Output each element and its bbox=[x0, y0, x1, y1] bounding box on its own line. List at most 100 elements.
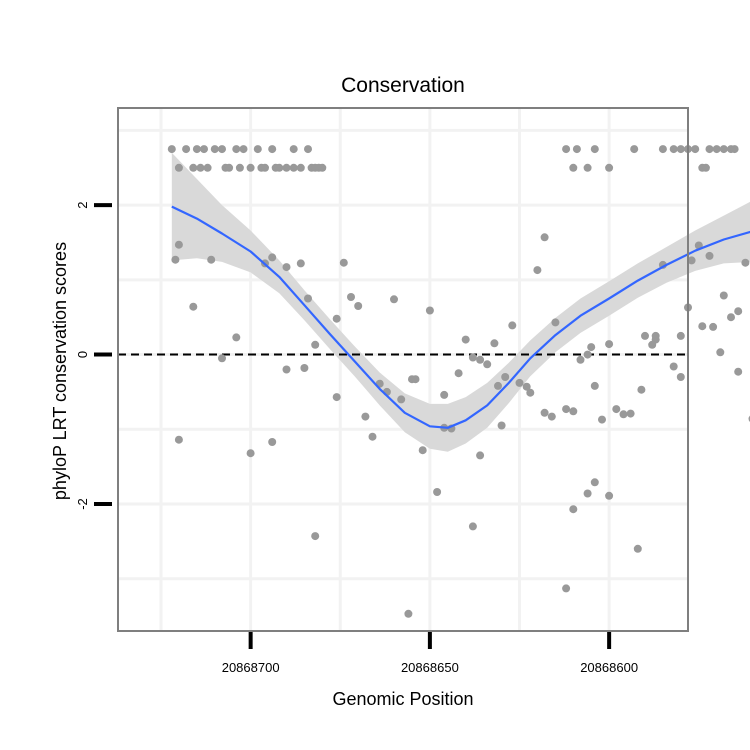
panel-border bbox=[117, 107, 689, 632]
data-point bbox=[361, 412, 370, 421]
data-point bbox=[300, 364, 309, 372]
data-point bbox=[268, 145, 277, 154]
data-point bbox=[605, 163, 614, 172]
data-point bbox=[515, 378, 524, 387]
data-point bbox=[296, 163, 305, 172]
data-point bbox=[232, 333, 241, 342]
data-point bbox=[501, 373, 510, 381]
data-point bbox=[583, 350, 592, 359]
data-point bbox=[526, 388, 535, 397]
data-point bbox=[612, 405, 621, 414]
data-point bbox=[562, 584, 571, 593]
y-axis: 2 0 -2 bbox=[75, 202, 112, 510]
data-point bbox=[390, 295, 398, 304]
data-point bbox=[192, 145, 201, 154]
smooth-fit-line bbox=[171, 205, 750, 429]
data-point bbox=[619, 410, 628, 419]
data-point bbox=[701, 163, 710, 172]
data-point bbox=[712, 145, 721, 154]
data-point bbox=[468, 353, 477, 362]
data-point bbox=[189, 163, 198, 172]
data-point bbox=[425, 306, 434, 315]
data-point bbox=[289, 145, 298, 154]
data-point bbox=[289, 163, 298, 172]
data-point bbox=[547, 412, 556, 421]
data-point bbox=[332, 314, 341, 323]
data-point bbox=[318, 163, 327, 172]
data-point bbox=[551, 318, 560, 327]
data-point bbox=[483, 360, 492, 369]
data-point bbox=[562, 145, 571, 154]
points-layer bbox=[167, 145, 750, 618]
data-point bbox=[282, 365, 291, 374]
data-point bbox=[734, 367, 743, 376]
smooth-layer bbox=[171, 205, 750, 429]
x-axis: 20868700208686502086860020868550 bbox=[222, 632, 638, 675]
data-point bbox=[719, 291, 728, 300]
data-point bbox=[569, 407, 578, 416]
data-point bbox=[282, 263, 291, 272]
data-point bbox=[590, 478, 599, 487]
data-point bbox=[698, 322, 707, 331]
data-point bbox=[275, 163, 284, 172]
data-point bbox=[461, 335, 470, 344]
x-tick-label: 20868600 bbox=[580, 660, 638, 675]
y-axis-title: phyloP LRT conservation scores bbox=[50, 242, 70, 500]
data-point bbox=[587, 343, 596, 352]
data-point bbox=[189, 302, 198, 311]
data-point bbox=[468, 522, 477, 531]
data-point bbox=[494, 381, 502, 390]
data-point bbox=[633, 544, 642, 553]
y-tick-label: 2 bbox=[75, 202, 90, 209]
data-point bbox=[648, 340, 657, 349]
data-point bbox=[691, 145, 700, 154]
data-point bbox=[676, 145, 685, 154]
data-point bbox=[716, 348, 725, 357]
data-point bbox=[569, 505, 578, 514]
data-point bbox=[709, 322, 718, 331]
data-point bbox=[490, 339, 499, 348]
data-point bbox=[562, 405, 571, 414]
data-point bbox=[741, 258, 750, 267]
data-point bbox=[174, 163, 183, 172]
y-tick-label: 0 bbox=[75, 351, 90, 358]
data-point bbox=[218, 145, 226, 154]
data-point bbox=[676, 331, 685, 340]
data-point bbox=[626, 409, 635, 418]
data-point bbox=[171, 255, 180, 264]
data-point bbox=[246, 163, 255, 172]
data-point bbox=[630, 145, 639, 154]
data-point bbox=[669, 145, 678, 154]
data-point bbox=[203, 163, 212, 172]
data-point bbox=[232, 145, 241, 154]
data-point bbox=[598, 415, 606, 424]
data-point bbox=[418, 446, 427, 455]
data-point bbox=[167, 145, 176, 154]
data-point bbox=[583, 163, 592, 172]
data-point bbox=[207, 255, 216, 264]
data-point bbox=[605, 340, 614, 349]
data-point bbox=[497, 421, 506, 430]
data-point bbox=[210, 145, 219, 154]
data-point bbox=[540, 408, 549, 417]
data-point bbox=[411, 375, 420, 384]
data-point bbox=[590, 145, 599, 154]
chart-title: Conservation bbox=[341, 74, 465, 97]
x-tick-label: 20868700 bbox=[222, 660, 280, 675]
data-point bbox=[637, 385, 646, 394]
data-point bbox=[583, 489, 592, 498]
data-point bbox=[569, 163, 578, 172]
data-point bbox=[658, 145, 667, 154]
data-point bbox=[508, 321, 517, 330]
data-point bbox=[705, 145, 714, 154]
data-point bbox=[225, 163, 234, 172]
data-point bbox=[268, 438, 277, 446]
data-point bbox=[540, 233, 549, 242]
x-axis-title: Genomic Position bbox=[332, 689, 473, 709]
data-point bbox=[397, 395, 406, 404]
data-point bbox=[296, 259, 305, 268]
data-point bbox=[239, 145, 248, 154]
data-point bbox=[705, 251, 714, 260]
data-point bbox=[454, 369, 463, 378]
